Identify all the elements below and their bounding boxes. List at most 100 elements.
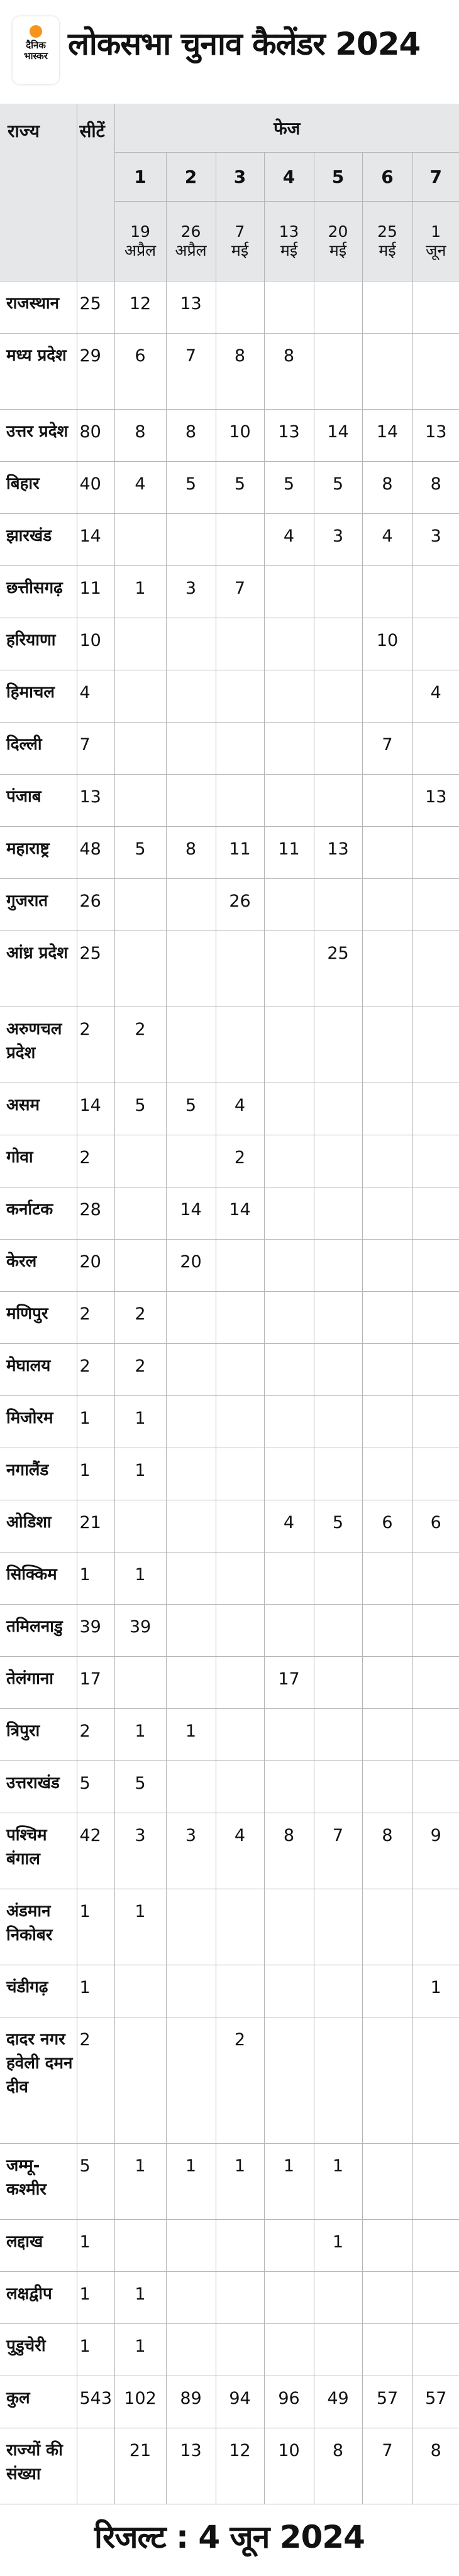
phase-3-seats: [216, 2272, 264, 2324]
phase-5-seats: [314, 1553, 362, 1605]
phase-2-seats: 1: [166, 1709, 216, 1761]
seat-count: 2: [77, 1292, 114, 1344]
phase-5-seats: [314, 281, 362, 334]
state-name: हिमाचल: [0, 670, 77, 723]
phase-2-seats: [166, 931, 216, 1007]
seat-count: 2: [77, 1007, 114, 1083]
phase-4-seats: 4: [264, 1500, 314, 1553]
phase-6-seats: [362, 1605, 412, 1657]
phase-5-seats: [314, 1344, 362, 1396]
seat-count: 4: [77, 670, 114, 723]
phase-4-seats: [264, 1292, 314, 1344]
phase-3-seats: [216, 1553, 264, 1605]
phase-6-seats: [362, 1709, 412, 1761]
phase-2-seats: [166, 1553, 216, 1605]
phase-5-seats: 49: [314, 2376, 362, 2428]
phase-3-seats: [216, 1605, 264, 1657]
phase-4-seats: 8: [264, 1813, 314, 1889]
result-date: रिजल्ट : 4 जून 2024: [0, 2504, 459, 2576]
phase-1-seats: 102: [114, 2376, 166, 2428]
phase-5-seats: [314, 1448, 362, 1500]
phase-3-seats: [216, 1344, 264, 1396]
phase-3-seats: 10: [216, 410, 264, 462]
phase-7-seats: [412, 1553, 459, 1605]
phase-5-seats: [314, 566, 362, 618]
phase-1-seats: 6: [114, 334, 166, 410]
phase-1-seats: 1: [114, 566, 166, 618]
phase-1-seats: 21: [114, 2428, 166, 2504]
phase-2-seats: [166, 1007, 216, 1083]
phase-3-seats: 26: [216, 879, 264, 931]
phase-3-seats: [216, 1448, 264, 1500]
phase-7-seats: 6: [412, 1500, 459, 1553]
phase-3-seats: [216, 670, 264, 723]
phase-7-seats: [412, 1083, 459, 1135]
phase-5-seats: [314, 1135, 362, 1187]
phase-4-seats: [264, 2324, 314, 2376]
phase-3-seats: [216, 281, 264, 334]
phase-2-seats: [166, 618, 216, 670]
phase-3-seats: 2: [216, 2017, 264, 2144]
phase-1-seats: 1: [114, 1709, 166, 1761]
phase-6-seats: [362, 1240, 412, 1292]
phase-day: 13: [265, 222, 314, 241]
phase-month: जून: [413, 241, 459, 260]
phase-6-seats: [362, 1007, 412, 1083]
state-name: जम्मू-कश्मीर: [0, 2144, 77, 2220]
phase-2-seats: 7: [166, 334, 216, 410]
phase-1-seats: [114, 1187, 166, 1240]
state-name: महाराष्ट्र: [0, 827, 77, 879]
phase-4-seats: [264, 2017, 314, 2144]
phase-6-seats: [362, 879, 412, 931]
phase-3-seats: [216, 618, 264, 670]
phase-3-seats: 4: [216, 1813, 264, 1889]
phase-2-seats: [166, 2324, 216, 2376]
phase-7-seats: [412, 1889, 459, 1965]
state-name: कुल: [0, 2376, 77, 2428]
phase-4-seats: [264, 1605, 314, 1657]
phase-3-seats: [216, 1761, 264, 1813]
phase-1-seats: [114, 723, 166, 775]
phase-6-seats: [362, 775, 412, 827]
phase-group-header: फेज: [114, 104, 459, 153]
state-name: त्रिपुरा: [0, 1709, 77, 1761]
phase-7-seats: [412, 618, 459, 670]
phase-5-seats: [314, 1761, 362, 1813]
phase-1-seats: 2: [114, 1007, 166, 1083]
phase-4-seats: 4: [264, 514, 314, 566]
page-title: लोकसभा चुनाव कैलेंडर 2024: [68, 21, 459, 64]
state-name: केरल: [0, 1240, 77, 1292]
phase-6-seats: [362, 2017, 412, 2144]
state-name: छत्तीसगढ़: [0, 566, 77, 618]
phase-7-seats: 13: [412, 410, 459, 462]
seat-count: 25: [77, 931, 114, 1007]
dainik-bhaskar-logo: दैनिक भास्कर: [13, 16, 59, 84]
phase-3-seats: 8: [216, 334, 264, 410]
phase-4-seats: [264, 1761, 314, 1813]
phase-6-seats: [362, 1292, 412, 1344]
phase-2-seats: 5: [166, 462, 216, 514]
phase-6-seats: [362, 1083, 412, 1135]
phase-3-seats: 11: [216, 827, 264, 879]
phase-1-seats: [114, 1135, 166, 1187]
phase-3-seats: [216, 723, 264, 775]
phase-3-seats: [216, 931, 264, 1007]
